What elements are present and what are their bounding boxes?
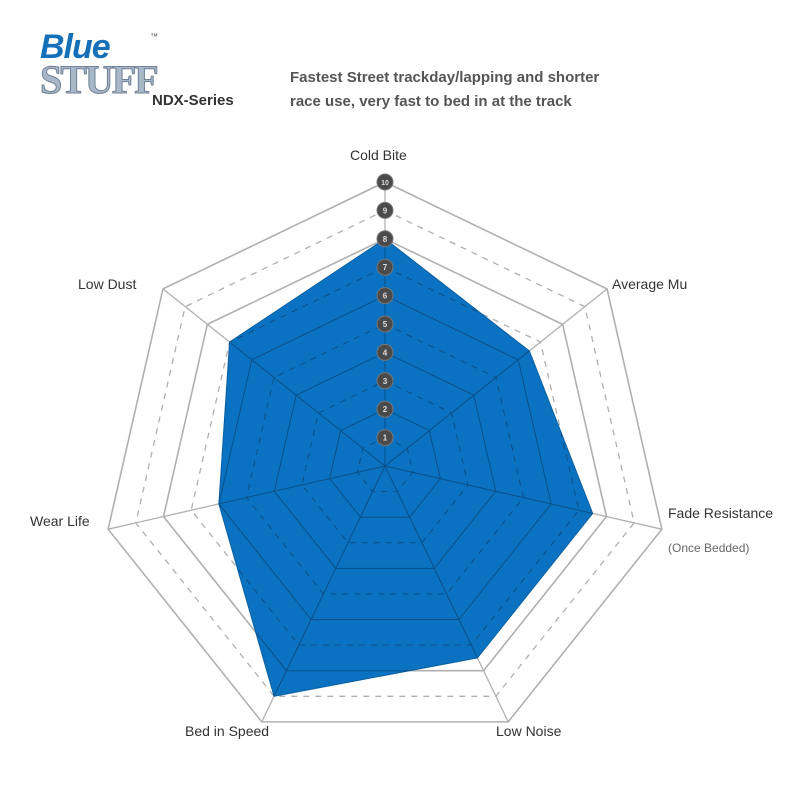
tick-label-9: 9 (383, 206, 388, 215)
inner-ring-6 (218, 295, 552, 621)
tick-badge-2 (376, 400, 394, 418)
inner-spoke-4 (261, 465, 386, 697)
inner-ring-3 (301, 380, 469, 544)
description: Fastest Street trackday/lapping and shor… (290, 66, 710, 114)
axis-label-low-noise: Low Noise (496, 723, 562, 739)
tick-badge-7 (376, 258, 394, 276)
logo-blue: Blue (40, 28, 111, 66)
description-line-1: Fastest Street trackday/lapping and shor… (290, 69, 600, 86)
tick-label-2: 2 (383, 405, 388, 414)
inner-spoke-5 (218, 465, 386, 530)
tick-label-3: 3 (383, 377, 388, 386)
logo-stuff: STUFF (40, 57, 160, 103)
description-line-2: race use, very fast to bed in at the tra… (290, 93, 572, 110)
data-area (218, 238, 594, 697)
series-name: NDX-Series (152, 92, 234, 109)
inner-ring-4 (273, 351, 497, 569)
tick-label-1: 1 (383, 434, 388, 443)
tick-badge-8 (376, 230, 394, 248)
axis-note-fade-resistance: (Once Bedded) (668, 541, 750, 555)
inner-spoke-2 (384, 465, 593, 530)
inner-ring-2 (329, 408, 441, 518)
tick-label-6: 6 (383, 292, 388, 301)
tick-label-5: 5 (383, 320, 388, 329)
inner-ring-7 (218, 266, 580, 646)
axis-label-average-mu: Average Mu (612, 276, 688, 292)
tick-badge-5 (376, 315, 394, 333)
axis-label-cold-bite: Cold Bite (350, 147, 407, 163)
inner-ring-1 (356, 437, 414, 493)
tick-label-8: 8 (383, 235, 388, 244)
logo-tm: ™ (150, 32, 158, 41)
tick-label-10: 10 (381, 180, 389, 187)
tick-badge-4 (376, 343, 394, 361)
axis-label-fade-resistance: Fade Resistance (668, 505, 774, 521)
tick-badge-9 (376, 201, 394, 219)
tick-label-4: 4 (383, 348, 388, 357)
axis-label-low-dust: Low Dust (78, 276, 137, 292)
inner-spoke-6 (218, 288, 386, 467)
tick-badge-1 (376, 429, 394, 447)
tick-badge-6 (376, 287, 394, 305)
grid-ring-10 (107, 181, 663, 723)
tick-badge-3 (376, 372, 394, 390)
axis-label-bed-in-speed: Bed in Speed (185, 723, 270, 739)
tick-label-7: 7 (383, 263, 388, 272)
axis-label-wear-life: Wear Life (30, 513, 90, 529)
tick-badge-10 (376, 173, 394, 191)
